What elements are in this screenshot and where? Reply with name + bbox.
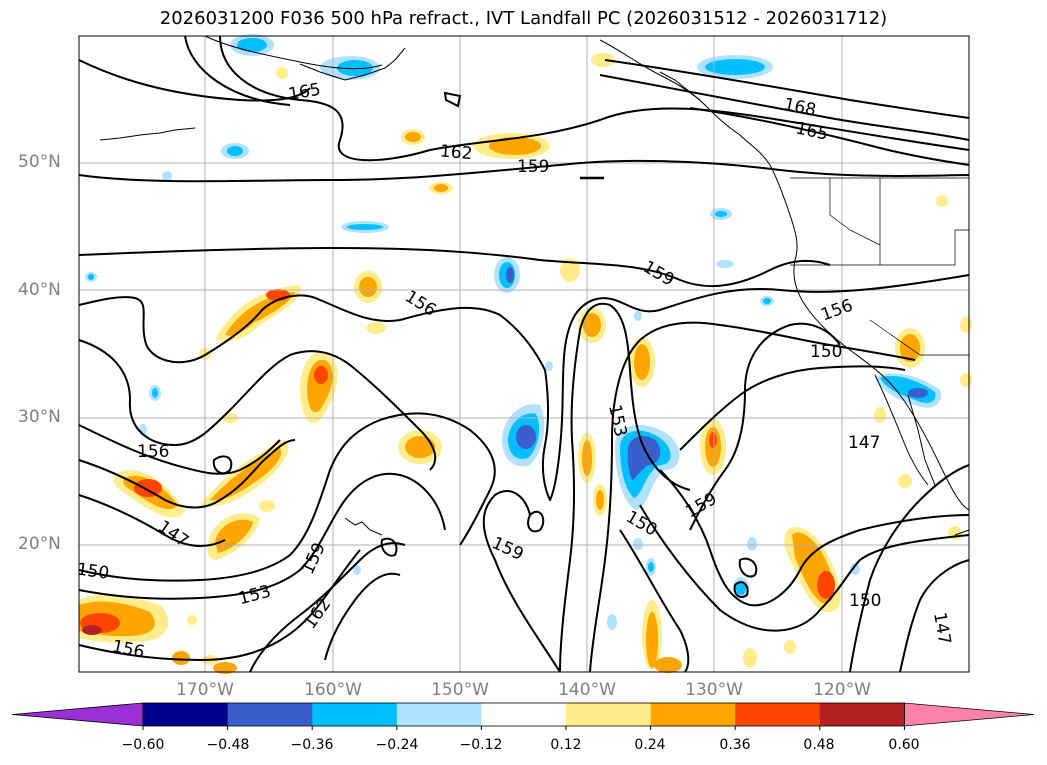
longitude-label: 130°W [685,680,743,700]
contour-lines [78,35,970,673]
colorbar-segment [650,703,736,726]
colorbar-segment [481,703,567,726]
positive-patch-28n-152w [398,430,442,464]
longitude-label: 120°W [813,680,871,700]
negative-patch-north [85,34,774,306]
colorbar-segment [819,703,905,726]
coastlines [99,35,970,536]
contour-label: 150 [849,591,881,611]
colorbar-segments [11,702,1035,727]
colorbar-tick-label: 0.12 [550,737,582,753]
positive-patch-32n-162w [300,351,338,424]
positive-patch-south-137w [642,600,682,673]
contour-label: 150 [76,560,111,584]
contour-label: 147 [848,433,880,453]
negative-patch-small-south [139,311,860,630]
colorbar-ticklines [142,726,905,730]
contour-label: 150 [810,342,842,362]
map-title: 2026031200 F036 500 hPa refract., IVT La… [159,8,888,29]
gridlines [79,36,969,672]
latitude-label: 50°N [18,152,61,172]
colorbar-tick-label: −0.60 [121,737,165,753]
colorbar-segment [227,703,313,726]
negative-patch-33n-117w [875,373,941,408]
positive-patch-west-small [276,53,948,282]
colorbar-segment [566,703,652,726]
negative-patch-27n-136w [615,425,680,510]
positive-patch-southwest [79,348,275,674]
colorbar-segment [143,703,229,726]
colorbar-segment [312,703,398,726]
positive-patch-19n-122w [784,527,841,613]
contour-label: 159 [517,157,549,177]
colorbar-tick-label: −0.48 [206,737,250,753]
latitude-label: 20°N [18,534,61,554]
borders [790,177,969,356]
map-plot: 165 162 159 168 165 159 156 156 150 153 … [76,34,972,674]
colorbar-extend-right [904,702,1035,727]
colorbar-tick-label: −0.36 [290,737,334,753]
colorbar-tick-label: 0.36 [719,737,751,753]
latitude-label: 40°N [18,280,61,300]
colorbar-tick-label: −0.24 [375,737,419,753]
longitude-label: 160°W [304,680,362,700]
longitude-label: 150°W [431,680,489,700]
colorbar-extend-left [11,702,144,727]
colorbar-tick-label: 0.24 [634,737,666,753]
longitude-label: 170°W [176,680,234,700]
contour-label: 162 [439,141,473,164]
contour-label: 156 [137,442,169,462]
colorbar-tick-label: 0.60 [888,737,920,753]
negative-patch-28n-145w [502,404,545,467]
colorbar-segment [396,703,482,726]
positive-patch-central-north [474,133,550,159]
longitude-label: 140°W [558,680,616,700]
positive-patch-38n-157w [354,271,386,334]
latitude-label: 30°N [18,407,61,427]
colorbar-outline [142,702,905,727]
shading-layer [79,34,972,674]
colorbar-tick-label: 0.48 [803,737,835,753]
negative-patch-41n-145w [494,257,520,293]
positive-patch-29n-130w [700,419,726,475]
colorbar-tick-label: −0.12 [459,737,503,753]
colorbar-segment [735,703,821,726]
map-frame [78,35,970,673]
